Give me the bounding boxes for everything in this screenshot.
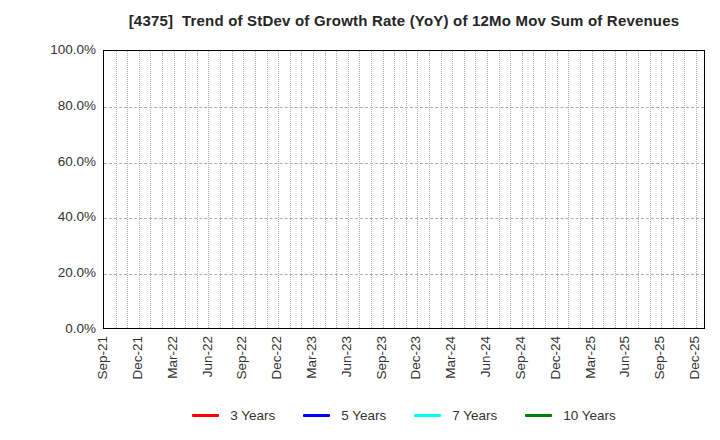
plot-area	[103, 50, 705, 329]
v-gridline	[487, 51, 488, 328]
chart-canvas: [4375] Trend of StDev of Growth Rate (Yo…	[0, 0, 720, 440]
x-tick-label: Dec-25	[688, 336, 702, 380]
v-gridline	[208, 51, 209, 328]
v-gridline	[603, 51, 604, 328]
v-gridline	[150, 51, 151, 328]
v-gridline	[441, 51, 442, 328]
v-gridline	[383, 51, 384, 328]
x-tick-label: Jun-25	[618, 336, 632, 377]
v-gridline	[522, 51, 523, 328]
x-tick-label: Sep-21	[96, 336, 110, 380]
v-gridline	[673, 51, 674, 328]
v-gridline	[406, 51, 407, 328]
v-gridline	[615, 51, 616, 328]
v-gridline	[464, 51, 465, 328]
x-tick-label: Sep-23	[375, 336, 389, 380]
v-gridline	[475, 51, 476, 328]
v-gridline	[696, 51, 697, 328]
legend-line-icon	[303, 414, 330, 417]
legend-label: 5 Years	[341, 408, 386, 423]
v-gridline	[267, 51, 268, 328]
v-gridline	[545, 51, 546, 328]
v-gridline	[116, 51, 117, 328]
h-gridline	[104, 163, 704, 164]
v-gridline	[580, 51, 581, 328]
x-tick-label: Jun-24	[479, 336, 493, 377]
h-gridline	[104, 107, 704, 108]
v-gridline	[278, 51, 279, 328]
legend-item-7-years: 7 Years	[414, 408, 497, 423]
v-gridline	[313, 51, 314, 328]
v-gridline	[127, 51, 128, 328]
v-gridline	[220, 51, 221, 328]
x-tick-label: Dec-23	[409, 336, 423, 380]
v-gridline	[638, 51, 639, 328]
v-gridline	[255, 51, 256, 328]
x-tick-label: Sep-24	[514, 336, 528, 380]
x-tick-label: Mar-25	[584, 336, 598, 379]
v-gridline	[359, 51, 360, 328]
y-tick-label: 0.0%	[24, 321, 96, 337]
legend-item-3-years: 3 Years	[192, 408, 275, 423]
x-tick-label: Mar-23	[305, 336, 319, 379]
x-tick-label: Sep-25	[653, 336, 667, 380]
legend-line-icon	[192, 414, 219, 417]
v-gridline	[650, 51, 651, 328]
v-gridline	[592, 51, 593, 328]
v-gridline	[499, 51, 500, 328]
v-gridline	[452, 51, 453, 328]
v-gridline	[661, 51, 662, 328]
legend-item-5-years: 5 Years	[303, 408, 386, 423]
v-gridline	[232, 51, 233, 328]
x-tick-label: Sep-22	[235, 336, 249, 380]
v-gridline	[429, 51, 430, 328]
chart-title: [4375] Trend of StDev of Growth Rate (Yo…	[53, 12, 720, 29]
v-gridline	[533, 51, 534, 328]
v-gridline	[417, 51, 418, 328]
v-gridline	[185, 51, 186, 328]
v-gridline	[510, 51, 511, 328]
v-gridline	[336, 51, 337, 328]
legend-line-icon	[525, 414, 552, 417]
v-gridline	[684, 51, 685, 328]
v-gridline	[394, 51, 395, 328]
y-tick-label: 80.0%	[24, 98, 96, 114]
y-tick-label: 20.0%	[24, 265, 96, 281]
v-gridline	[197, 51, 198, 328]
legend-item-10-years: 10 Years	[525, 408, 616, 423]
y-tick-label: 100.0%	[24, 42, 96, 58]
legend-label: 7 Years	[452, 408, 497, 423]
x-tick-label: Jun-23	[340, 336, 354, 377]
h-gridline	[104, 274, 704, 275]
y-tick-label: 40.0%	[24, 209, 96, 225]
x-tick-label: Dec-21	[131, 336, 145, 380]
v-gridline	[325, 51, 326, 328]
x-tick-label: Jun-22	[201, 336, 215, 377]
legend-label: 10 Years	[563, 408, 616, 423]
v-gridline	[162, 51, 163, 328]
v-gridline	[290, 51, 291, 328]
v-gridline	[139, 51, 140, 328]
x-tick-label: Dec-24	[549, 336, 563, 380]
x-tick-label: Mar-24	[444, 336, 458, 379]
legend-line-icon	[414, 414, 441, 417]
h-gridline	[104, 218, 704, 219]
legend: 3 Years 5 Years 7 Years 10 Years	[103, 403, 705, 427]
v-gridline	[626, 51, 627, 328]
v-gridline	[371, 51, 372, 328]
x-tick-label: Mar-22	[166, 336, 180, 379]
v-gridline	[301, 51, 302, 328]
v-gridline	[243, 51, 244, 328]
y-tick-label: 60.0%	[24, 154, 96, 170]
v-gridline	[568, 51, 569, 328]
v-gridline	[557, 51, 558, 328]
x-tick-label: Dec-22	[270, 336, 284, 380]
legend-label: 3 Years	[230, 408, 275, 423]
v-gridline	[348, 51, 349, 328]
v-gridline	[174, 51, 175, 328]
